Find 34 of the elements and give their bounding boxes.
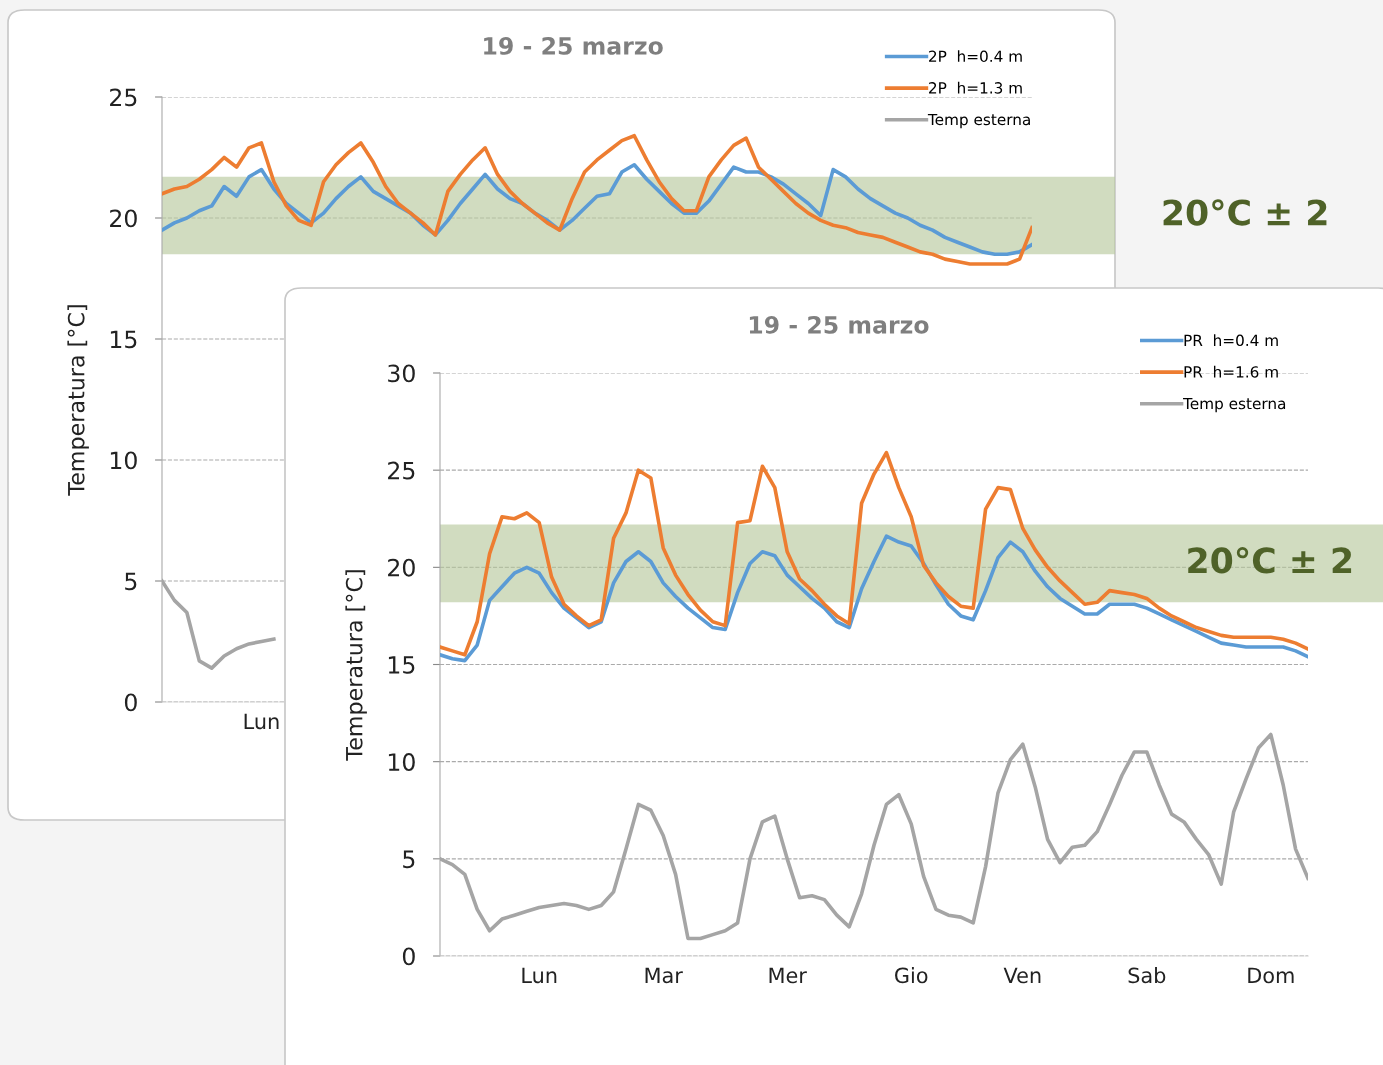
band-label: 20°C ± 2 [1188, 547, 1352, 574]
legend-label: 2P h=0.4 m [929, 50, 1022, 63]
y-tick-label: 20 [110, 209, 137, 228]
y-tick-label: 10 [110, 451, 137, 470]
chart-title: 19 - 25 marzo [484, 36, 663, 55]
legend-label: PR h=0.4 m [1184, 334, 1278, 347]
y-tick-label: 25 [110, 88, 137, 107]
legend-label: 2P h=1.3 m [929, 81, 1022, 94]
x-tick-label: Mar [645, 967, 683, 984]
x-tick-label: Ven [1003, 967, 1041, 984]
x-tick-label: Lun [244, 713, 279, 730]
x-tick-label: Mer [769, 967, 807, 984]
y-tick-label: 25 [388, 461, 415, 480]
y-tick-label: 15 [110, 330, 137, 349]
y-tick-label: 5 [403, 850, 415, 869]
y-axis-title: Temperatura [°C] [67, 305, 89, 496]
legend-label: Temp esterna [1183, 397, 1286, 413]
x-tick-label: Lun [522, 967, 557, 984]
legend-label: Temp esterna [927, 113, 1030, 129]
x-tick-label: Sab [1128, 967, 1166, 984]
x-tick-label: Dom [1248, 967, 1294, 984]
y-axis-title: Temperatura [°C] [345, 570, 367, 761]
y-tick-label: 0 [402, 947, 415, 966]
legend-label: PR h=1.6 m [1184, 365, 1278, 378]
y-tick-label: 20 [388, 558, 415, 577]
y-tick-label: 5 [125, 572, 137, 591]
band-label: 20°C ± 2 [1163, 199, 1327, 226]
y-tick-label: 15 [388, 656, 415, 674]
x-tick-label: Gio [895, 967, 928, 984]
chart-title: 19 - 25 marzo [749, 315, 929, 334]
y-tick-label: 30 [388, 364, 415, 383]
y-tick-label: 10 [388, 753, 415, 771]
line-series [162, 133, 1032, 266]
y-tick-label: 0 [124, 693, 137, 712]
